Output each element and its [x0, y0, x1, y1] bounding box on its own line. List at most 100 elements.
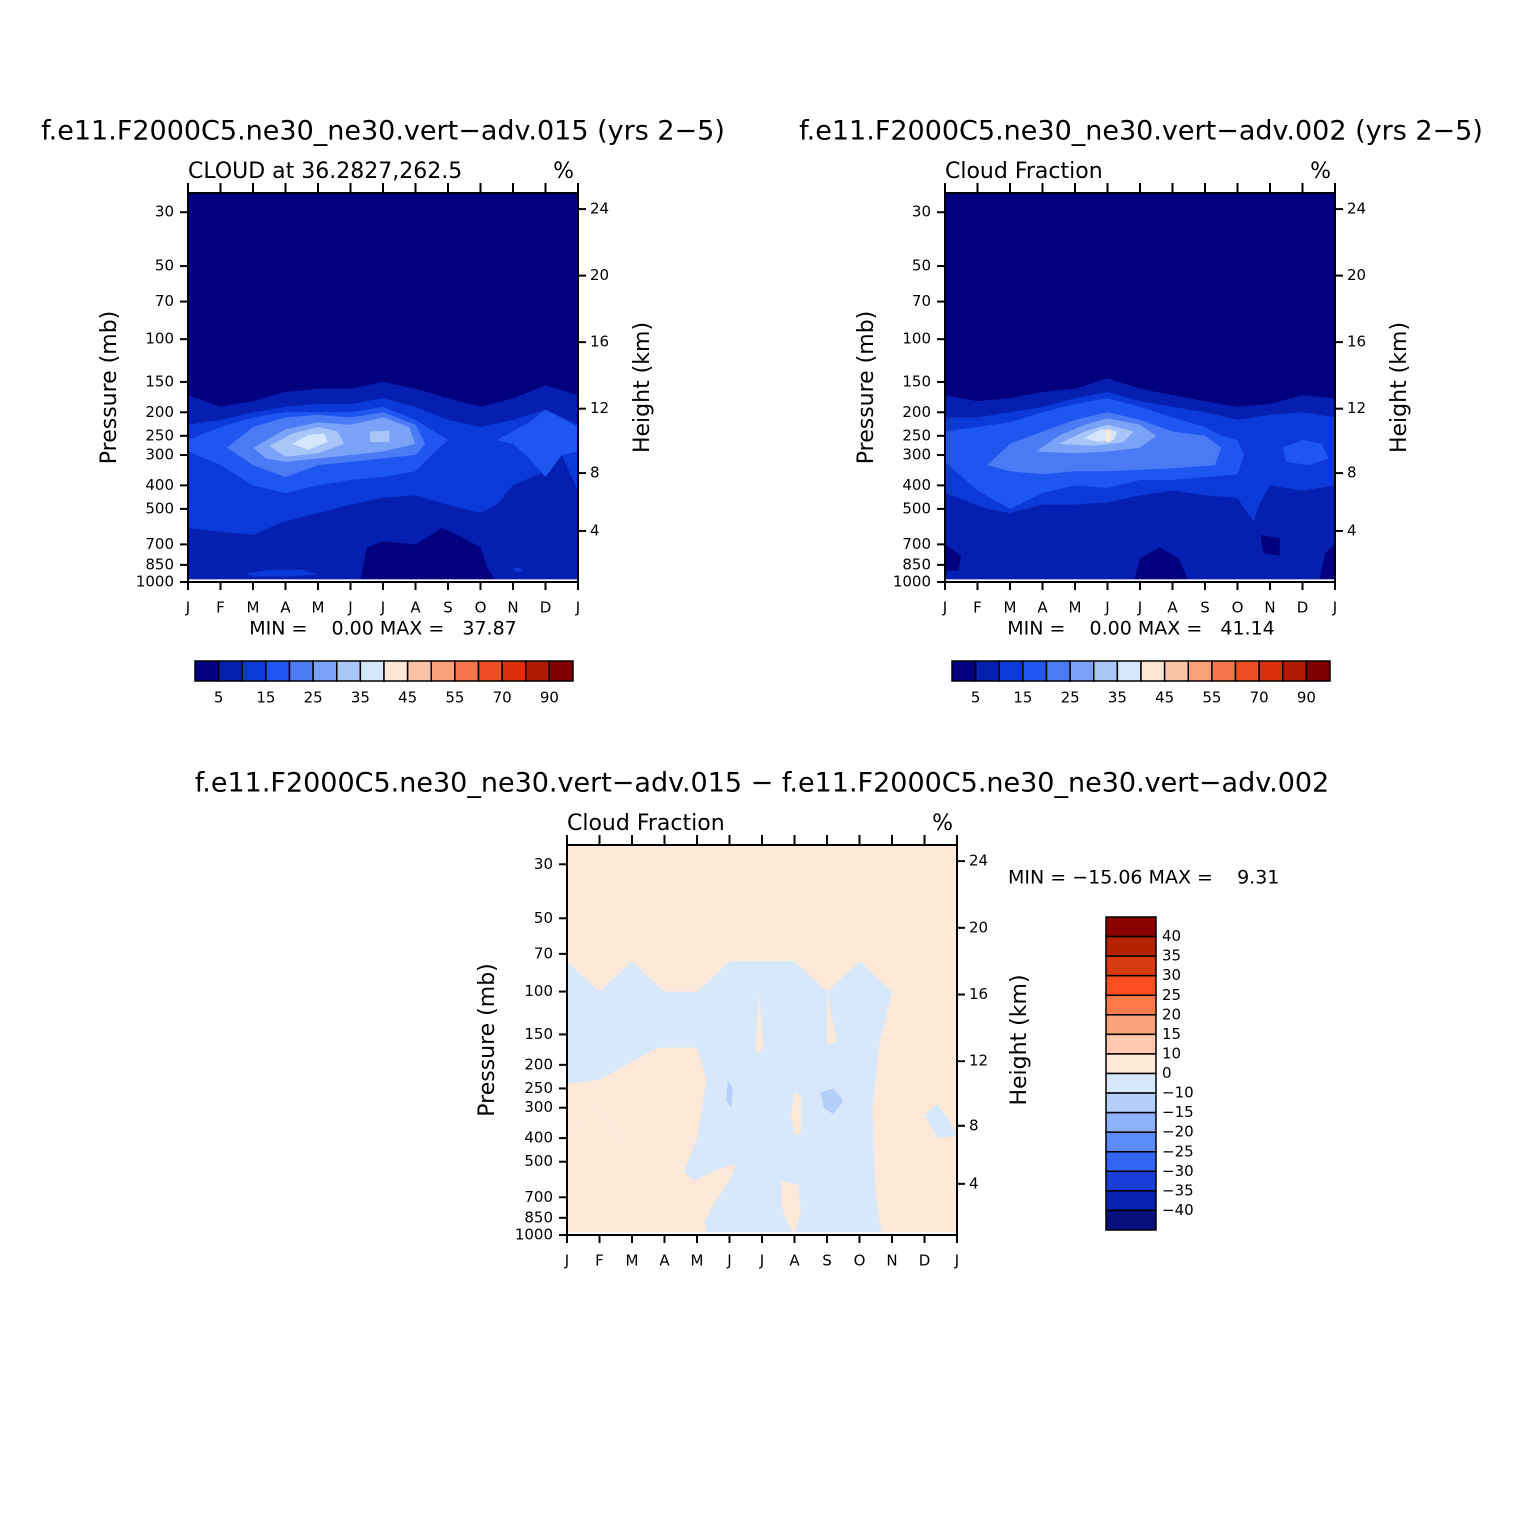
y-tick-label: 850 [524, 1208, 553, 1226]
x-tick-label: S [1200, 599, 1210, 617]
x-tick-label: A [1167, 599, 1178, 617]
colorbar-label: 45 [398, 689, 417, 707]
contour-region [1318, 544, 1335, 582]
x-tick-label: M [691, 1252, 704, 1270]
y-tick-label: 500 [902, 499, 931, 517]
y-tick-label: 250 [524, 1079, 553, 1097]
y-tick-label: 50 [155, 257, 174, 275]
colorbar-label: 20 [1162, 1005, 1181, 1023]
colorbar-box [1105, 1014, 1157, 1036]
y-tick-label: 150 [902, 372, 931, 390]
contour-region [360, 528, 497, 582]
x-tick-label: J [564, 1252, 569, 1270]
colorbar-label: −15 [1162, 1103, 1194, 1121]
y-tick-label: 300 [524, 1098, 553, 1116]
y-tick-label: 150 [524, 1025, 553, 1043]
x-tick-label: J [726, 1252, 731, 1270]
x-tick-label: J [954, 1252, 959, 1270]
y-tick-label: 150 [145, 372, 174, 390]
stats: MIN = 0.00 MAX = 41.14 [1007, 618, 1275, 640]
y2-tick-label: 8 [1347, 464, 1357, 482]
stats: MIN = −15.06 MAX = 9.31 [1008, 867, 1279, 889]
y2-tick-label: 12 [590, 399, 609, 417]
contours [567, 845, 957, 1235]
colorbar-box [1105, 1209, 1157, 1231]
x-tick-label: S [822, 1252, 832, 1270]
y2-tick-label: 24 [590, 200, 609, 218]
colorbar-box [217, 660, 243, 682]
colorbar-box [501, 660, 527, 682]
x-tick-label: J [759, 1252, 764, 1270]
panel-title: f.e11.F2000C5.ne30_ne30.vert−adv.015 − f… [195, 768, 1330, 799]
colorbar-label: 15 [1013, 689, 1032, 707]
y-tick-label: 300 [902, 446, 931, 464]
contour-region [513, 567, 523, 573]
y-axis-label: Pressure (mb) [97, 311, 122, 465]
colorbar-label: −10 [1162, 1084, 1194, 1102]
x-tick-label: O [854, 1252, 866, 1270]
y2-axis-label: Height (km) [1007, 974, 1032, 1105]
colorbar-box [1105, 1170, 1157, 1192]
y2-tick-label: 4 [969, 1174, 979, 1192]
x-tick-label: N [1264, 599, 1275, 617]
x-tick-label: F [216, 599, 225, 617]
colorbar-box [525, 660, 551, 682]
missing-strip [188, 579, 578, 582]
y-tick-label: 700 [902, 535, 931, 553]
y2-tick-label: 4 [590, 521, 600, 539]
colorbar-label: 5 [214, 689, 224, 707]
colorbar-label: −25 [1162, 1142, 1194, 1160]
colorbar-label: 10 [1162, 1044, 1181, 1062]
panel: f.e11.F2000C5.ne30_ne30.vert−adv.015 − f… [195, 768, 1330, 1270]
colorbar-box [1105, 974, 1157, 996]
contour-region [370, 430, 390, 442]
colorbar-label: 30 [1162, 966, 1181, 984]
y2-tick-label: 8 [590, 464, 600, 482]
subtitle: Cloud Fraction [945, 159, 1103, 184]
colorbar-box [974, 660, 1000, 682]
x-tick-label: J [185, 599, 190, 617]
y-tick-label: 100 [524, 982, 553, 1000]
contour-region [1283, 439, 1329, 466]
subtitle: CLOUD at 36.2827,262.5 [188, 159, 462, 184]
y-tick-label: 100 [902, 330, 931, 348]
colorbar-box [312, 660, 338, 682]
colorbar-box [1093, 660, 1119, 682]
colorbar-label: 25 [304, 689, 323, 707]
y-tick-label: 200 [524, 1055, 553, 1073]
y-tick-label: 500 [145, 499, 174, 517]
colorbar-box [1211, 660, 1237, 682]
colorbar-box [336, 660, 362, 682]
y-tick-label: 400 [524, 1129, 553, 1147]
x-tick-label: M [247, 599, 260, 617]
colorbar-box [1116, 660, 1142, 682]
colorbar-box [359, 660, 385, 682]
colorbar-label: 25 [1162, 986, 1181, 1004]
y2-axis-label: Height (km) [630, 322, 655, 453]
contour-region [755, 991, 764, 1054]
contour-region [1260, 534, 1280, 556]
colorbar-box [406, 660, 432, 682]
contour-region [292, 433, 328, 450]
y-tick-label: 1000 [515, 1226, 553, 1244]
contour-region [1133, 547, 1189, 582]
y2-tick-label: 20 [1347, 266, 1366, 284]
contours [945, 193, 1335, 582]
y-axis-label: Pressure (mb) [475, 963, 500, 1117]
y2-tick-label: 4 [1347, 521, 1357, 539]
y-tick-label: 1000 [136, 573, 174, 591]
colorbar-box [1105, 1131, 1157, 1153]
y-tick-label: 300 [145, 446, 174, 464]
y-axis-label: Pressure (mb) [854, 311, 879, 465]
x-tick-label: M [626, 1252, 639, 1270]
colorbar-label: 15 [256, 689, 275, 707]
colorbar-box [194, 660, 220, 682]
y2-tick-label: 24 [1347, 200, 1366, 218]
contour-region [945, 544, 962, 571]
colorbar-box [1105, 955, 1157, 977]
y-tick-label: 700 [524, 1188, 553, 1206]
colorbar-box [1022, 660, 1048, 682]
colorbar-box [430, 660, 456, 682]
contour-region [820, 1088, 844, 1115]
